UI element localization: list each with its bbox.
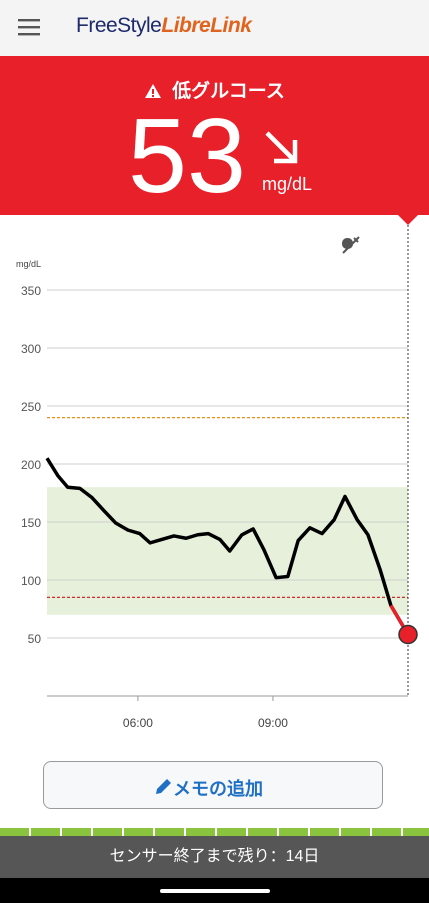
glucose-line — [45, 457, 410, 636]
alert-title: 低グルコース — [0, 76, 429, 103]
button-label: メモの追加 — [173, 779, 263, 799]
y-tick-label: 300 — [21, 342, 41, 356]
y-tick-label: 250 — [21, 400, 41, 414]
y-tick-label: 150 — [21, 516, 41, 530]
glucose-value: 53 — [128, 97, 246, 215]
glucose-banner: 低グルコース 53 mg/dL — [0, 56, 429, 215]
glucose-unit: mg/dL — [262, 174, 313, 194]
logo: FreeStyleLibreLink — [76, 14, 252, 38]
trend-arrow — [265, 131, 298, 164]
pencil-icon — [156, 779, 171, 794]
y-tick-label: 50 — [28, 632, 42, 646]
brand-second: LibreLink — [161, 14, 252, 37]
y-tick-label: 200 — [21, 458, 41, 472]
pointer — [398, 215, 418, 225]
current-point — [398, 624, 418, 645]
brand-first: FreeStyle — [76, 14, 162, 37]
x-tick-label: 06:00 — [123, 716, 153, 730]
alert-text: 低グルコース — [172, 81, 285, 102]
home-indicator — [160, 889, 270, 893]
glucose-chart: mg/dL 50 100 150 200 250 300 350 06:00 09:00 — [16, 215, 418, 730]
y-tick-label: 350 — [21, 284, 41, 298]
sensor-icon — [342, 236, 360, 254]
y-tick-label: 100 — [21, 574, 41, 588]
sensor-progress — [0, 828, 429, 836]
app-bar: FreeStyleLibreLink — [0, 0, 429, 56]
system-nav — [0, 878, 429, 903]
menu-button[interactable] — [18, 17, 42, 37]
sensor-footer: センサー終了まで残り：14日 — [0, 836, 429, 878]
y-axis-label: mg/dL — [16, 259, 41, 269]
warning-icon — [145, 84, 162, 98]
x-tick-label: 09:00 — [258, 716, 288, 730]
add-note-button[interactable]: メモの追加 — [43, 761, 383, 809]
